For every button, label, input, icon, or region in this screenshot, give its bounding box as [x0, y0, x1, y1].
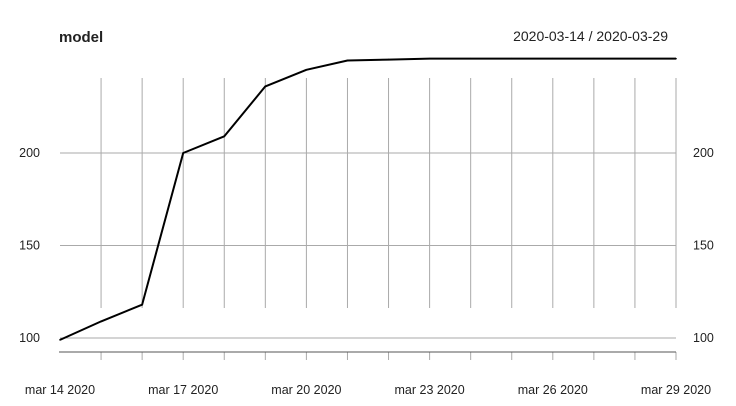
- y-tick-label-left: 100: [19, 331, 40, 345]
- data-point: [552, 57, 554, 60]
- y-axis-left: 100 150 200: [19, 146, 40, 345]
- data-point: [59, 339, 61, 341]
- horizontal-gridlines: [60, 152, 676, 339]
- x-tick-label: mar 17 2020: [148, 383, 218, 397]
- data-point: [428, 57, 431, 60]
- vertical-gridlines: [100, 78, 677, 308]
- data-point: [469, 57, 472, 60]
- x-tick-label: mar 14 2020: [25, 383, 95, 397]
- x-axis: mar 14 2020 mar 17 2020 mar 20 2020 mar 23 …: [25, 351, 711, 397]
- x-tick-label: mar 29 2020: [641, 383, 711, 397]
- data-point: [305, 68, 308, 71]
- data-point: [346, 59, 349, 62]
- x-tick-label: mar 26 2020: [518, 383, 588, 397]
- data-point: [387, 58, 390, 61]
- y-tick-label-left: 200: [19, 146, 40, 160]
- y-tick-label-right: 100: [693, 331, 714, 345]
- data-point: [510, 57, 513, 60]
- data-point: [141, 303, 143, 306]
- data-point: [223, 135, 226, 138]
- y-tick-label-right: 150: [693, 239, 714, 253]
- x-tick-label: mar 23 2020: [395, 383, 465, 397]
- series-line: [59, 57, 676, 341]
- data-point: [182, 152, 184, 154]
- data-point: [264, 85, 267, 88]
- data-point: [675, 57, 677, 60]
- chart-title: model: [59, 29, 103, 46]
- data-point: [634, 57, 636, 60]
- y-tick-label-right: 200: [693, 146, 714, 160]
- data-point: [593, 57, 595, 60]
- date-range-label: 2020-03-14 / 2020-03-29: [513, 28, 668, 44]
- y-tick-label-left: 150: [19, 239, 40, 253]
- series: [59, 57, 677, 341]
- y-axis-right: 100 150 200: [693, 146, 714, 345]
- x-tick-label: mar 20 2020: [271, 383, 341, 397]
- data-point: [100, 320, 102, 323]
